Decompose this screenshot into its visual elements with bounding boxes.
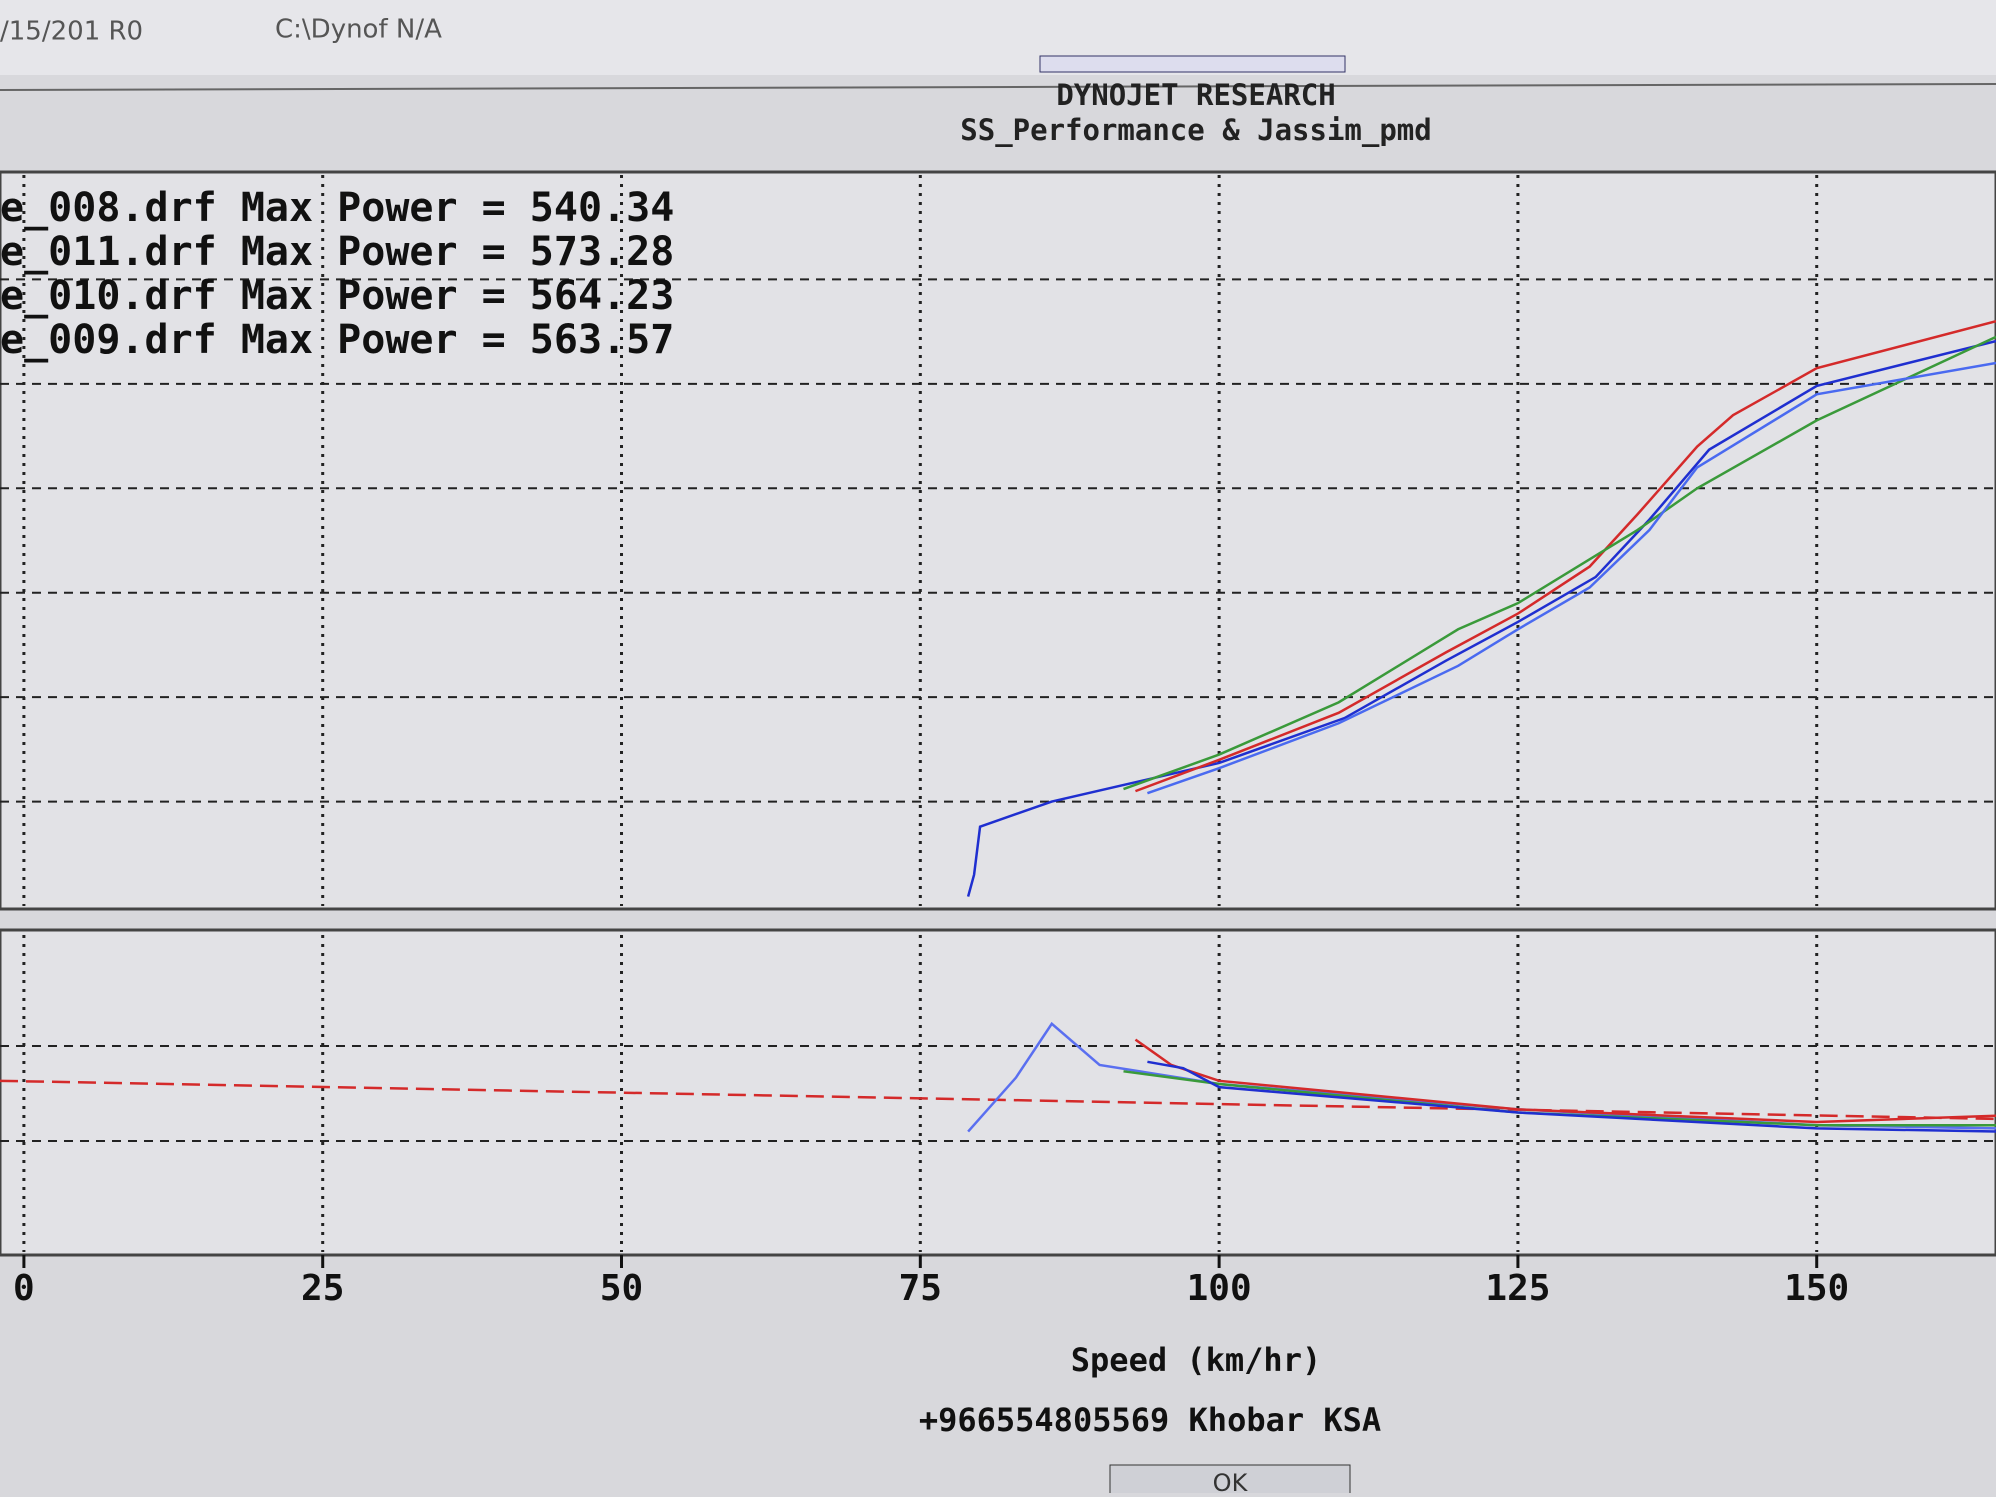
header-bar	[0, 0, 1996, 75]
x-tick-label: 125	[1485, 1268, 1550, 1309]
x-tick-label: 100	[1187, 1268, 1252, 1309]
x-axis-label: Speed (km/hr)	[1071, 1341, 1321, 1379]
x-tick-label: 75	[899, 1268, 942, 1309]
x-tick-label: 25	[301, 1268, 344, 1309]
lower-panel	[0, 928, 1996, 1257]
frame-line	[0, 83, 1996, 91]
footer-contact: +966554805569 Khobar KSA	[919, 1401, 1381, 1439]
series-line	[1146, 361, 1996, 795]
series-line	[1135, 319, 1996, 793]
power-panel	[0, 170, 1996, 911]
header-path: C:\Dynof N/A	[275, 15, 442, 45]
chart-title: DYNOJET RESEARCH	[1056, 78, 1335, 112]
series-line	[1134, 1038, 1996, 1124]
series-line	[1147, 1060, 1996, 1133]
scroll-control[interactable]	[1039, 55, 1346, 73]
reference-line	[0, 1079, 1996, 1121]
legend-entry: e_011.drf Max Power = 573.28	[0, 229, 674, 275]
x-tick-label: 150	[1784, 1268, 1849, 1309]
chart-subtitle: SS_Performance & Jassim_pmd	[960, 113, 1431, 147]
ok-button-label[interactable]: OK	[1213, 1469, 1249, 1497]
x-tick-label: 0	[13, 1268, 35, 1309]
ok-button[interactable]	[1109, 1464, 1351, 1497]
legend-entry: e_009.drf Max Power = 563.57	[0, 317, 674, 363]
header-date: /15/201 R0	[0, 17, 143, 47]
series-line	[1123, 335, 1996, 791]
x-tick-label: 50	[600, 1268, 643, 1309]
legend-entry: e_010.drf Max Power = 564.23	[0, 273, 674, 319]
legend-entry: e_008.drf Max Power = 540.34	[0, 185, 674, 231]
series-line	[966, 339, 1996, 897]
